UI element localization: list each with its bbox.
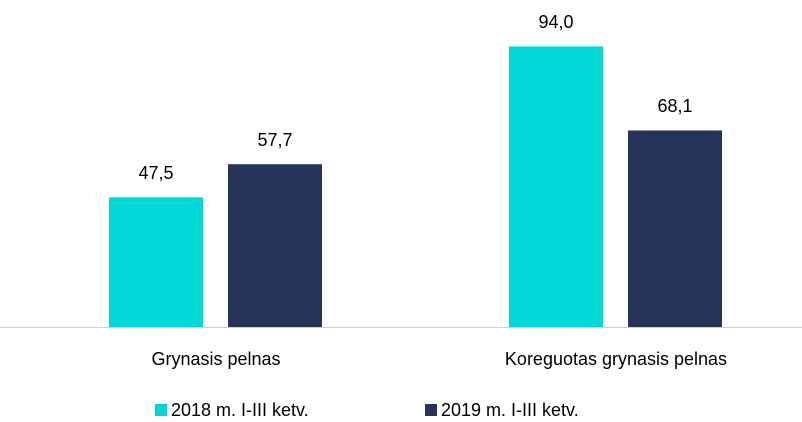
bar	[628, 130, 722, 327]
legend-label: 2019 m. I-III ketv.	[441, 400, 579, 420]
bar	[228, 164, 322, 327]
legend-swatch	[425, 404, 437, 416]
legend-swatch	[155, 404, 167, 416]
x-tick-label: Koreguotas grynasis pelnas	[505, 349, 727, 369]
bar	[509, 46, 603, 327]
data-label: 68,1	[657, 96, 692, 116]
x-tick-label: Grynasis pelnas	[151, 349, 280, 369]
data-label: 47,5	[138, 163, 173, 183]
legend-label: 2018 m. I-III ketv.	[171, 400, 309, 420]
data-label: 94,0	[538, 12, 573, 32]
data-label: 57,7	[257, 130, 292, 150]
bar	[109, 197, 203, 327]
